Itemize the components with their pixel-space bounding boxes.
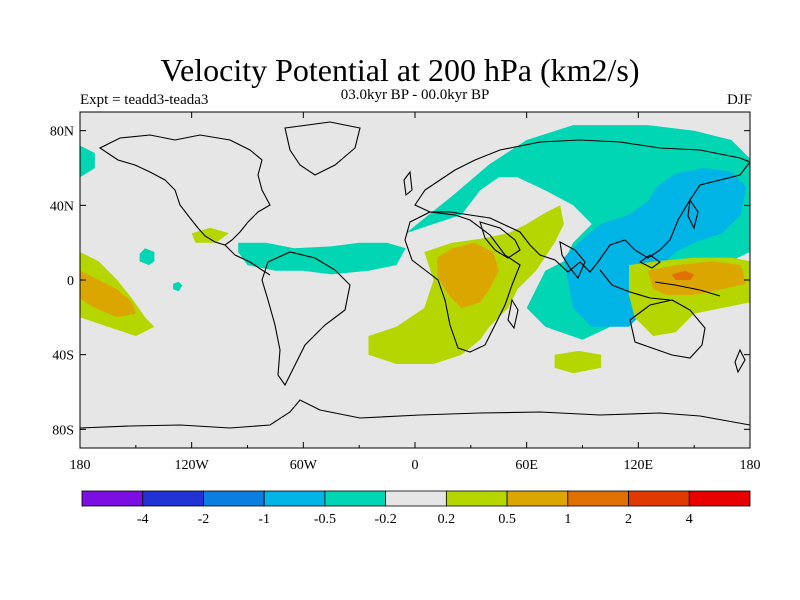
colorbar-box [628,490,690,507]
y-tick-label: 80S [52,423,74,438]
contour-region-7 [437,242,499,308]
x-tick-label: 120E [624,458,654,473]
colorbar-box [688,490,751,507]
contour-region-14 [80,270,136,318]
x-tick-label: 180 [70,458,91,473]
colorbar-box [142,490,204,507]
colorbar-label: 1 [564,512,571,527]
contour-region-11 [647,261,747,295]
colorbar-box [263,490,326,507]
x-axis: 180 120W 60W 0 60E 120E 180 [70,112,761,473]
contour-region-3 [139,248,155,266]
y-axis: 80N 40N 0 40S 80S [50,125,750,438]
colorbar-label: -2 [198,512,210,527]
colorbar-label: -0.5 [314,512,336,527]
colorbar-label: -4 [137,512,149,527]
colorbar-box [567,490,629,507]
colorbar-box [324,490,387,507]
colorbar-label: 0.5 [498,512,516,527]
x-tick-label: 120W [175,458,210,473]
contour-region-9 [554,350,602,374]
x-tick-label: 0 [412,458,419,473]
contour-region-0 [405,125,750,340]
contour-region-4 [173,281,183,292]
page-title: Velocity Potential at 200 hPa (km2/s) [160,52,640,88]
colorbar-label: 0.2 [438,512,456,527]
contour-regions [80,125,750,374]
colorbar-box [506,490,569,507]
colorbar-box [81,490,144,507]
experiment-label: Expt = teadd3-teada3 [80,92,209,108]
period-label: 03.0kyr BP - 00.0kyr BP [340,87,490,103]
contour-region-5 [80,145,95,178]
coastlines [80,121,750,429]
colorbar-box [445,490,508,507]
y-tick-label: 0 [67,274,74,289]
y-tick-label: 80N [50,125,74,140]
colorbar-label: 4 [686,512,693,527]
x-tick-label: 60E [515,458,538,473]
colorbar-label: -0.2 [375,512,397,527]
contour-region-2 [238,242,406,275]
contour-region-12 [671,270,695,280]
season-label: DJF [726,92,752,108]
y-tick-label: 40S [52,349,74,364]
y-tick-label: 40N [50,199,74,214]
colorbar-box [385,490,447,507]
contour-region-1 [563,168,747,327]
colorbar-label: 2 [625,512,632,527]
x-tick-label: 180 [740,458,761,473]
colorbar: -4 -2 -1 -0.5 -0.2 0.2 0.5 1 2 4 [81,490,751,527]
colorbar-label: -1 [258,512,270,527]
colorbar-box [203,490,265,507]
x-tick-label: 60W [290,458,318,473]
